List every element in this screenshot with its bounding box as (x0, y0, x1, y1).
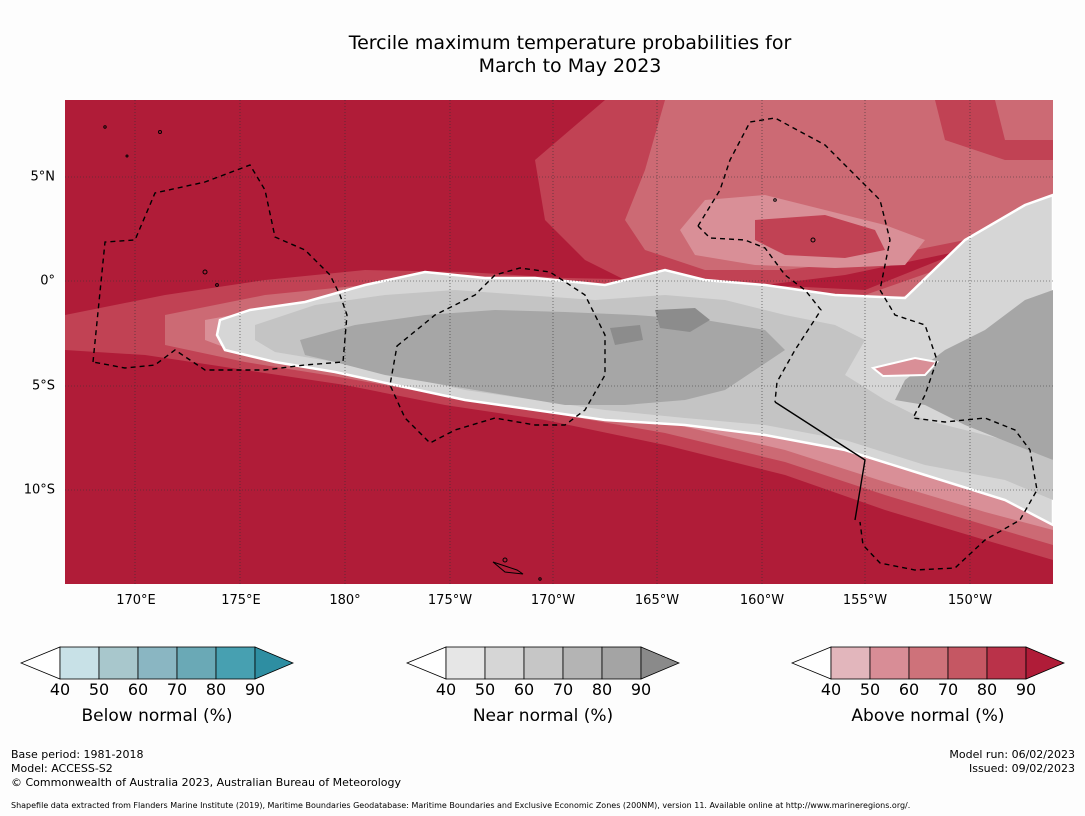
legend-label-below: Below normal (%) (81, 706, 233, 726)
eez-boundaries (92, 117, 1038, 571)
above-high-north-core (755, 215, 885, 258)
footer-left: Base period: 1981-2018 Model: ACCESS-S2 … (11, 748, 401, 790)
x-tick: 165°W (634, 593, 680, 608)
above-low-islet (870, 356, 939, 378)
title-line-1: Tercile maximum temperature probabilitie… (348, 32, 792, 54)
legend-tick: 80 (205, 680, 227, 699)
x-tick: 175°E (221, 593, 261, 608)
probability-map (65, 100, 1053, 584)
x-tick: 160°W (739, 593, 785, 608)
legend-tick: 70 (937, 680, 959, 699)
y-tick: 0° (40, 273, 55, 289)
legend-tick: 90 (244, 680, 266, 699)
x-tick: 170°W (530, 593, 576, 608)
legend-tick: 60 (898, 680, 920, 699)
model-run: Model run: 06/02/2023 (949, 748, 1075, 761)
x-tick: 175°W (427, 593, 473, 608)
chart-title: Tercile maximum temperature probabilitie… (0, 32, 1085, 78)
near-high-tongue (300, 310, 785, 405)
near-high-east (895, 290, 1053, 460)
legend-tick: 70 (552, 680, 574, 699)
base-period: Base period: 1981-2018 (11, 748, 144, 761)
colorbar-below-normal (20, 646, 294, 680)
y-tick: 5°S (31, 378, 55, 394)
x-tick: 170°E (116, 593, 156, 608)
x-tick: 180° (329, 593, 361, 608)
islands (103, 125, 816, 581)
legend-above-normal: 40 50 60 70 80 90 Above normal (%) (791, 646, 1065, 726)
legend-near-normal: 40 50 60 70 80 90 Near normal (%) (406, 646, 680, 726)
legend-tick: 80 (976, 680, 998, 699)
legend-tick: 90 (1015, 680, 1037, 699)
legend-tick: 40 (49, 680, 71, 699)
model-name: Model: ACCESS-S2 (11, 762, 113, 775)
solid-boundary (774, 401, 866, 521)
y-tick: 5°N (30, 169, 56, 185)
colorbar-above-normal (791, 646, 1065, 680)
shapefile-credit: Shapefile data extracted from Flanders M… (11, 801, 911, 810)
legend-label-above: Above normal (%) (851, 706, 1005, 726)
legend-tick: 60 (513, 680, 535, 699)
legend-tick: 80 (591, 680, 613, 699)
legend-tick: 60 (127, 680, 149, 699)
near-max-patch-2 (610, 325, 643, 345)
title-line-2: March to May 2023 (478, 55, 662, 77)
colorbar-near-normal (406, 646, 680, 680)
legend-tick: 40 (820, 680, 842, 699)
legend-tick: 70 (166, 680, 188, 699)
legend-tick: 40 (435, 680, 457, 699)
x-tick: 150°W (947, 593, 993, 608)
legend-label-near: Near normal (%) (472, 706, 614, 726)
copyright: © Commonwealth of Australia 2023, Austra… (11, 776, 401, 789)
issued-date: Issued: 09/02/2023 (968, 762, 1075, 775)
y-tick: 10°S (23, 482, 55, 498)
x-tick: 155°W (842, 593, 888, 608)
near-max-patch (655, 308, 710, 332)
legend-tick: 50 (474, 680, 496, 699)
footer-right: Model run: 06/02/2023 Issued: 09/02/2023 (949, 748, 1075, 776)
legend-tick: 50 (859, 680, 881, 699)
legend-below-normal: 40 50 60 70 80 90 Below normal (%) (20, 646, 294, 726)
above-mid-east (935, 100, 1053, 140)
legend-tick: 50 (88, 680, 110, 699)
legend-tick: 90 (630, 680, 652, 699)
